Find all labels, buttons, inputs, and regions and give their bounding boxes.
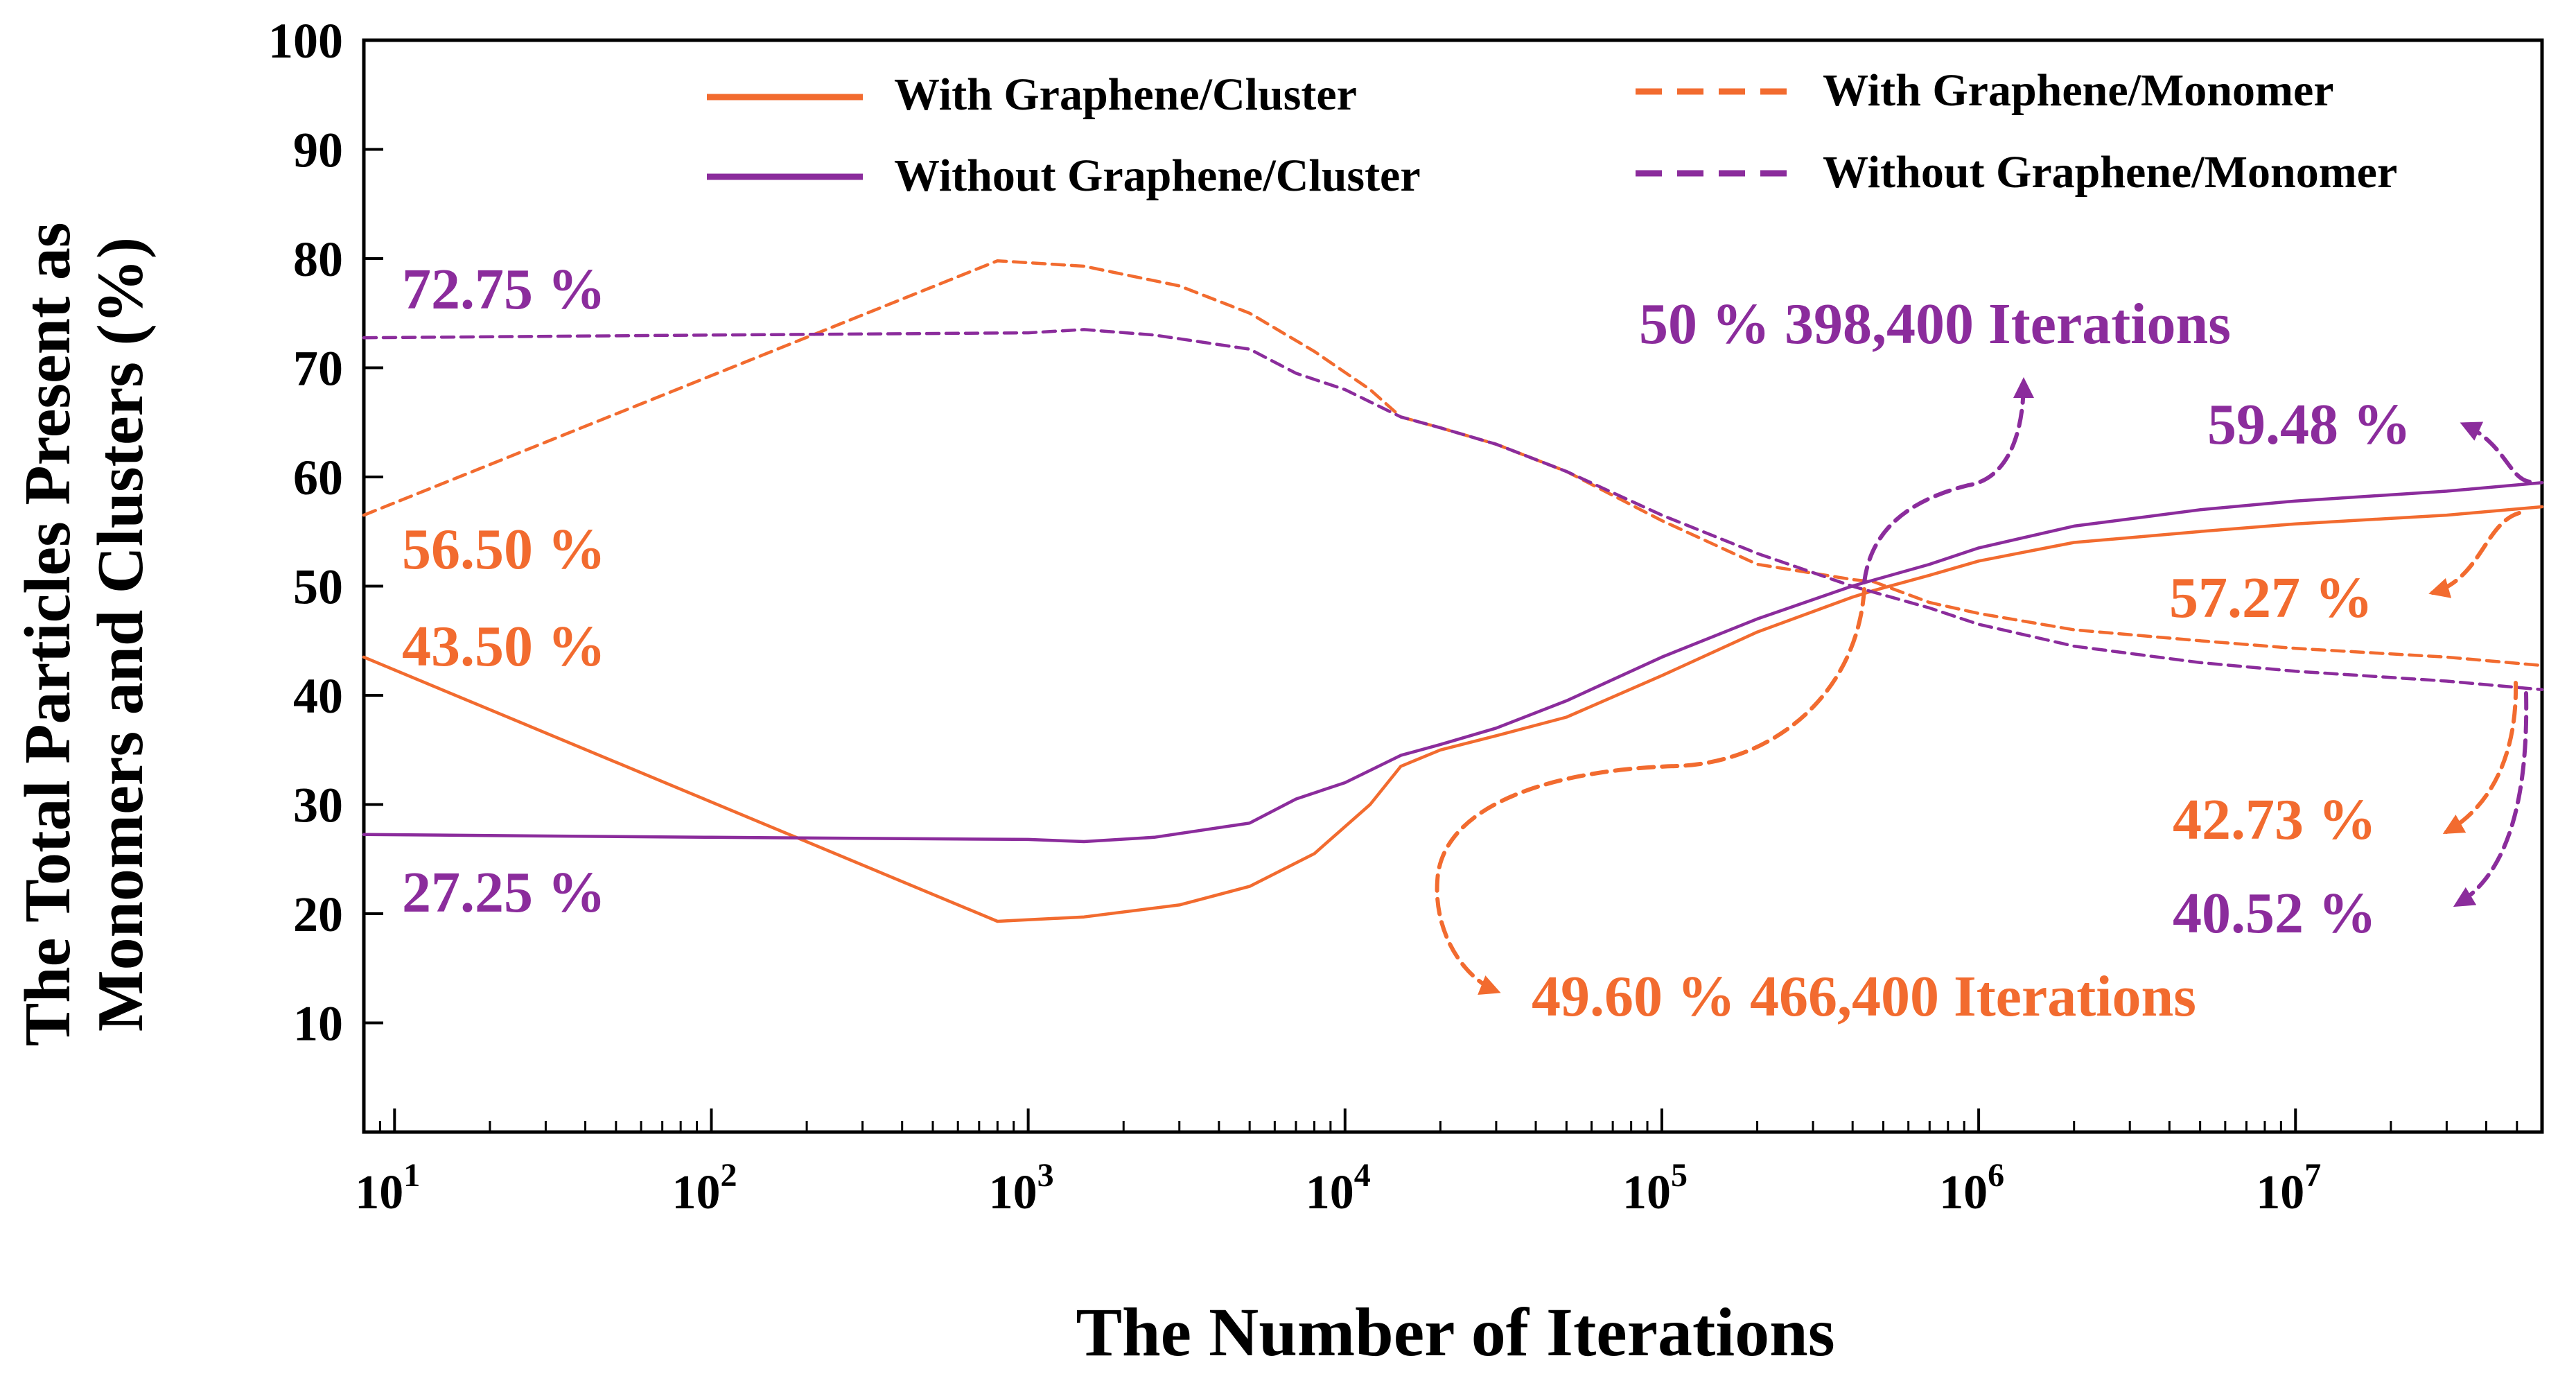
arrow-398400-intersection bbox=[1862, 377, 2034, 584]
annotation-27-25: 27.25 % bbox=[402, 860, 606, 925]
y-tick-label: 90 bbox=[293, 123, 343, 178]
x-axis-ticks: 101 102 103 104 105 106 107 bbox=[355, 1108, 2543, 1219]
annotation-50-398400: 50 % 398,400 Iterations bbox=[1639, 292, 2231, 356]
legend-label-with-graphene-cluster: With Graphene/Cluster bbox=[894, 69, 1357, 120]
y-tick-label: 100 bbox=[268, 13, 343, 69]
annotation-40-52: 40.52 % bbox=[2173, 881, 2376, 946]
y-tick-label: 70 bbox=[293, 341, 343, 397]
annotations: 72.75 % 56.50 % 43.50 % 27.25 % 50 % 398… bbox=[402, 257, 2411, 1029]
arrow-466400-intersection bbox=[1435, 587, 1866, 995]
y-axis-title-line2: Monomers and Clusters (%) bbox=[85, 237, 157, 1032]
annotation-43-50: 43.50 % bbox=[402, 614, 606, 679]
x-tick-label: 102 bbox=[672, 1157, 737, 1219]
y-axis-title-line1: The Total Particles Present as bbox=[12, 223, 84, 1047]
annotation-72-75: 72.75 % bbox=[402, 257, 606, 322]
series-line-with-graphene-monomer bbox=[362, 259, 2544, 668]
annotation-56-50: 56.50 % bbox=[402, 517, 606, 582]
y-tick-label: 10 bbox=[293, 996, 343, 1052]
y-tick-label: 20 bbox=[293, 887, 343, 942]
arrow-57-27 bbox=[2428, 511, 2521, 598]
arrow-40-52 bbox=[2453, 691, 2529, 907]
annotation-57-27: 57.27 % bbox=[2169, 566, 2373, 630]
series-line-without-graphene-cluster bbox=[362, 480, 2544, 844]
series-lines bbox=[362, 259, 2544, 923]
x-tick-label: 106 bbox=[1939, 1157, 2004, 1219]
arrow-42-73 bbox=[2442, 681, 2518, 834]
y-tick-label: 80 bbox=[293, 232, 343, 287]
series-line-without-graphene-monomer bbox=[362, 328, 2544, 692]
x-tick-label: 107 bbox=[2256, 1157, 2321, 1219]
y-axis-ticks: 10 20 30 40 50 60 70 80 90 100 bbox=[268, 13, 383, 1052]
legend-label-without-graphene-monomer: Without Graphene/Monomer bbox=[1823, 147, 2397, 198]
legend-label-without-graphene-cluster: Without Graphene/Cluster bbox=[894, 150, 1421, 201]
legend-label-with-graphene-monomer: With Graphene/Monomer bbox=[1823, 65, 2334, 116]
x-tick-label: 105 bbox=[1622, 1157, 1688, 1219]
x-tick-label: 104 bbox=[1306, 1157, 1371, 1219]
legend: With Graphene/Cluster With Graphene/Mono… bbox=[707, 65, 2397, 201]
y-tick-label: 40 bbox=[293, 668, 343, 724]
annotation-arrows bbox=[1435, 377, 2532, 995]
annotation-42-73: 42.73 % bbox=[2173, 788, 2376, 852]
annotation-59-48: 59.48 % bbox=[2207, 392, 2411, 457]
y-tick-label: 30 bbox=[293, 778, 343, 833]
x-tick-label: 103 bbox=[989, 1157, 1054, 1219]
x-tick-label: 101 bbox=[355, 1157, 420, 1219]
series-line-with-graphene-cluster bbox=[362, 505, 2544, 923]
arrow-59-48 bbox=[2460, 421, 2532, 484]
y-tick-label: 60 bbox=[293, 450, 343, 505]
annotation-49-60-466400: 49.60 % 466,400 Iterations bbox=[1532, 964, 2196, 1029]
y-tick-label: 50 bbox=[293, 559, 343, 615]
x-axis-title: The Number of Iterations bbox=[1076, 1294, 1834, 1371]
